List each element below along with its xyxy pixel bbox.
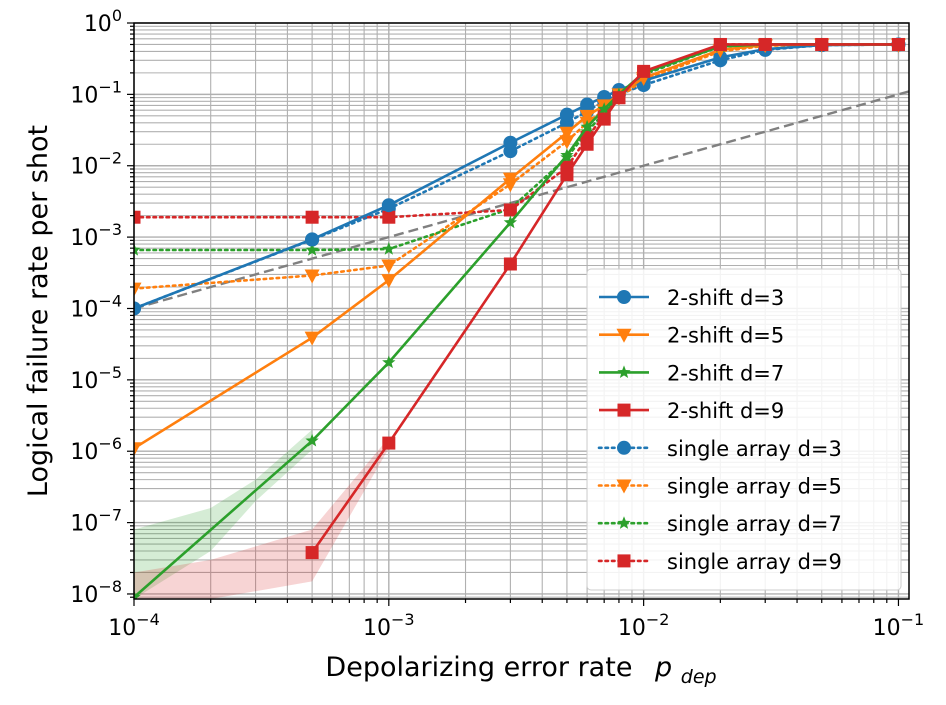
data-point [305,210,319,224]
data-point [134,282,142,297]
y-tick-label: 10−5 [70,363,122,394]
series-2-shift-d-9 [305,37,905,560]
data-point [134,210,141,224]
data-point [580,119,594,133]
legend-label: single array d=9 [667,550,842,574]
data-point [559,135,575,150]
data-point [580,137,594,151]
data-point [381,274,397,289]
data-point [381,259,397,274]
data-point [503,215,518,229]
legend-marker [616,328,632,343]
data-point [305,242,319,256]
y-tick-label: 10−8 [70,577,122,608]
series-layer [134,37,906,599]
data-point [503,203,517,217]
data-point [579,109,595,124]
y-tick-label: 10−6 [70,434,122,465]
legend: 2-shift d=3 2-shift d=5 2-shift d=7 2-shift… [586,268,902,591]
x-tick-label: 10−3 [363,610,415,641]
data-point [134,590,141,599]
confidence-band [134,437,389,599]
ticks-layer: 10−4 10−3 10−2 10−1 100 10−1 10−2 10−3 10−4 10−5 1… [70,6,924,641]
legend-marker [617,365,631,379]
data-point [382,436,396,450]
x-axis-label-symbol: p [654,652,672,683]
data-point [305,433,319,447]
data-point [713,37,727,51]
data-point [597,102,611,115]
data-point [503,135,518,150]
x-axis-label-subscript: dep [681,666,717,688]
data-point [305,232,320,247]
data-point [560,168,574,182]
plot-frame [133,22,910,600]
x-tick-label: 10−1 [873,610,925,641]
legend-marker [617,554,631,568]
data-point [382,242,396,255]
legend-box [586,268,902,591]
series-line [311,43,899,554]
x-axis-label: Depolarizing error rate p dep [325,652,716,688]
data-point [758,37,772,51]
data-point [597,112,611,126]
data-point [815,37,829,51]
legend-marker [616,479,632,494]
data-point [612,91,626,105]
y-tick-label: 10−7 [70,506,122,537]
data-point [134,242,141,256]
data-point [382,210,396,224]
y-tick-label: 10−4 [70,291,122,322]
data-point [580,97,595,112]
x-tick-label: 10−4 [108,610,160,641]
y-axis-label: Logical failure rate per shot [23,125,54,497]
legend-marker [617,440,631,455]
data-point [637,64,651,78]
legend-marker [617,290,631,304]
data-point [381,198,396,213]
data-point [503,257,517,271]
data-point [891,37,905,51]
legend-label: single array d=5 [667,475,842,499]
data-point [560,148,574,161]
x-tick-label: 10−2 [618,610,670,641]
legend-label: single array d=7 [667,512,842,536]
legend-marker [617,403,631,417]
data-point [134,442,142,457]
data-point [304,269,320,284]
data-point [304,331,320,346]
legend-label: 2-shift d=5 [667,324,784,348]
y-tick-label: 100 [84,6,122,37]
legend-label: 2-shift d=3 [667,286,784,310]
legend-marker [617,516,631,529]
data-point [559,126,575,141]
legend-label: single array d=3 [667,437,842,461]
data-point [559,107,574,122]
y-tick-label: 10−1 [70,77,122,108]
data-point [305,546,319,560]
legend-label: 2-shift d=9 [667,399,784,423]
y-tick-label: 10−3 [70,220,122,251]
y-tick-label: 10−2 [70,149,122,180]
data-point [134,301,141,316]
data-point [502,172,518,187]
x-axis-label-text: Depolarizing error rate [325,652,632,683]
data-point [382,355,396,369]
legend-label: 2-shift d=7 [667,361,784,385]
